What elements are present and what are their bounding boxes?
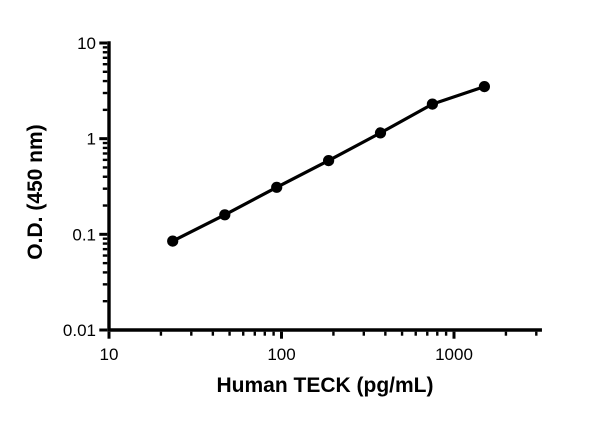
y-tick-label: 0.1	[72, 225, 96, 244]
x-tick-label: 100	[267, 345, 295, 364]
x-tick-label: 1000	[435, 345, 473, 364]
data-point	[426, 98, 438, 110]
data-point	[219, 209, 231, 221]
y-tick-label: 1	[87, 130, 96, 149]
y-tick-label: 10	[77, 34, 96, 53]
axis-lines	[107, 41, 542, 332]
data-point	[478, 81, 490, 93]
data-point	[271, 181, 283, 193]
x-axis-title: Human TECK (pg/mL)	[216, 374, 434, 397]
y-tick-label: 0.01	[63, 321, 96, 340]
data-point	[167, 235, 179, 247]
data-point	[323, 155, 335, 167]
y-axis-title: O.D. (450 nm)	[24, 124, 47, 260]
data-point	[374, 127, 387, 139]
x-tick-label: 10	[100, 345, 119, 364]
